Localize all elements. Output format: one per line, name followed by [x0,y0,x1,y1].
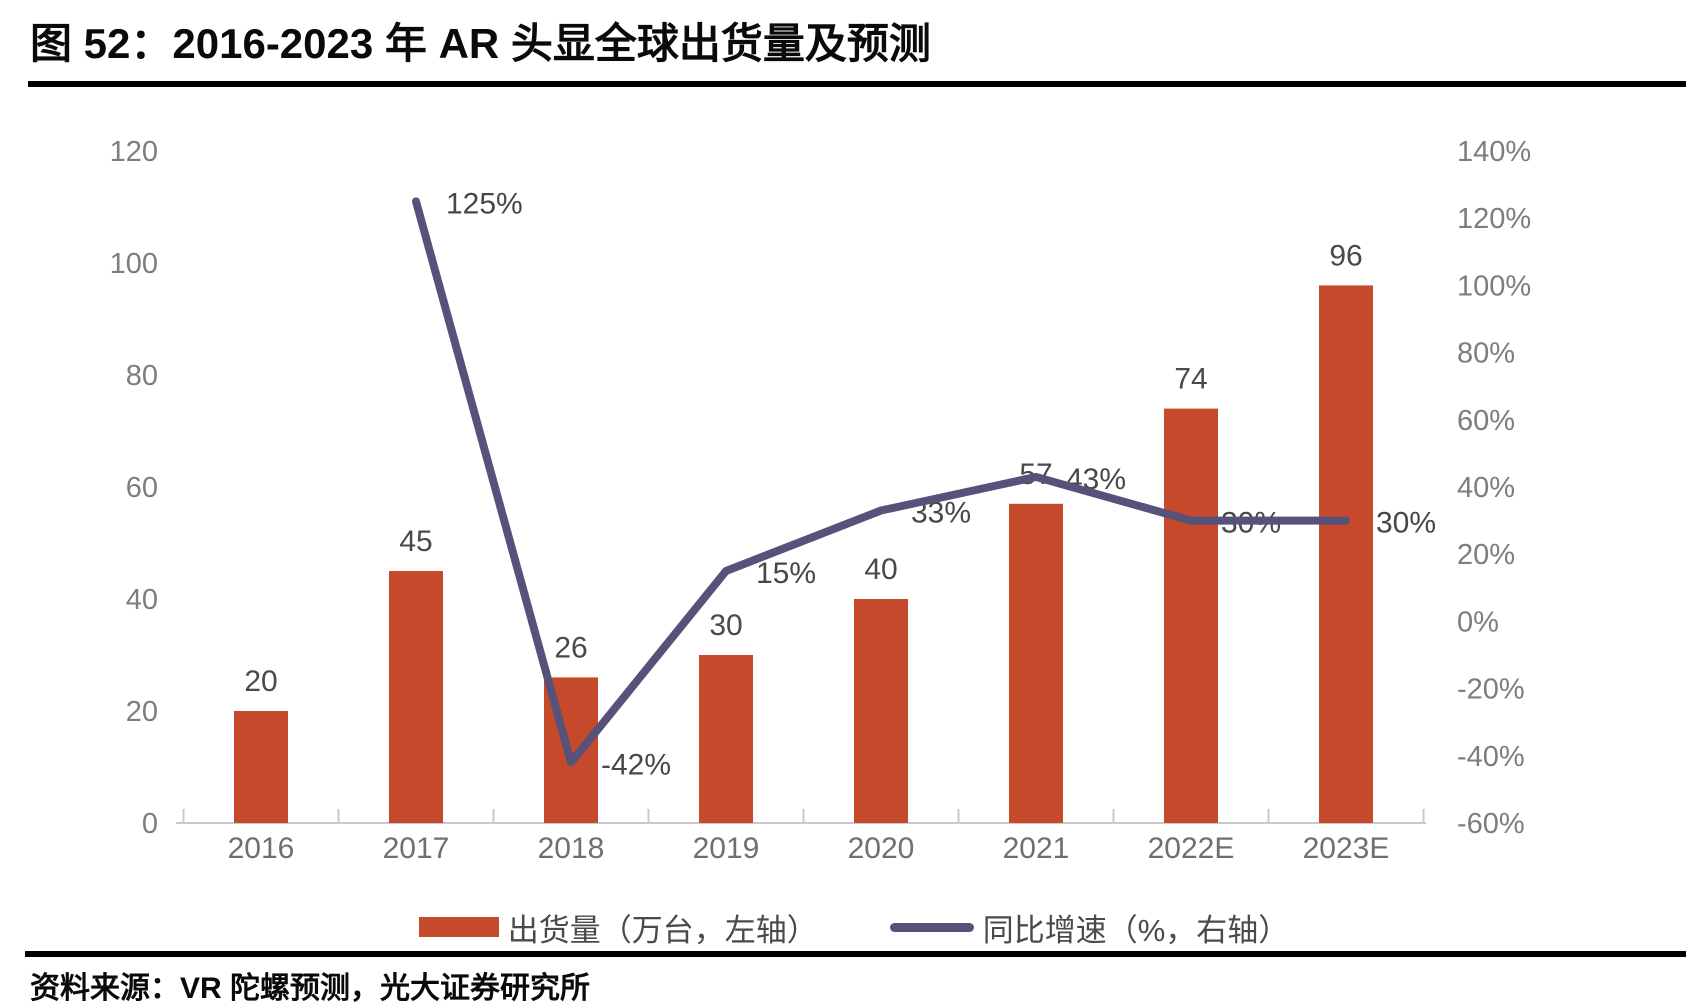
bar [1319,285,1373,823]
bar-value-label: 74 [1174,363,1207,396]
legend-label-shipments: 出货量（万台，左轴） [507,912,818,948]
bar [1009,503,1063,823]
right-axis-tick-label: 20% [1457,539,1515,571]
right-axis-tick-label: 140% [1457,136,1531,168]
legend-label-growth: 同比增速（%，右轴） [982,912,1290,948]
left-axis-tick-label: 20 [126,696,158,728]
right-axis-tick-label: 0% [1457,606,1499,638]
x-axis-label: 2018 [538,832,605,865]
x-axis-label: 2016 [228,832,295,865]
footer-rule [25,951,1686,957]
right-axis-tick-label: 100% [1457,270,1531,302]
figure-title: 图 52：2016-2023 年 AR 头显全球出货量及预测 [30,20,931,67]
bar-value-label: 40 [864,553,897,586]
left-axis-tick-label: 60 [126,472,158,504]
right-axis-tick-label: -40% [1457,741,1525,773]
right-axis-tick-label: 60% [1457,405,1515,437]
legend: 出货量（万台，左轴） 同比增速（%，右轴） [0,905,1708,950]
bar [1164,408,1218,823]
bar-value-label: 45 [399,525,432,558]
x-axis-label: 2023E [1303,832,1390,865]
right-axis-tick-label: -60% [1457,808,1525,840]
right-axis-tick-label: 40% [1457,472,1515,504]
bar-value-label: 26 [554,631,587,664]
source-text: 资料来源：VR 陀螺预测，光大证券研究所 [30,972,591,1005]
right-axis-tick-label: -20% [1457,674,1525,706]
left-axis-tick-label: 80 [126,360,158,392]
left-axis-tick-label: 100 [110,248,158,280]
bar-value-label: 96 [1329,239,1362,272]
title-rule [28,81,1686,87]
x-axis-label: 2017 [383,832,450,865]
legend-item-shipments: 出货量（万台，左轴） [418,905,818,950]
legend-bar-swatch-icon [418,917,499,937]
legend-line-swatch-icon [889,922,974,932]
left-axis-tick-label: 120 [110,136,158,168]
x-axis-label: 2020 [848,832,915,865]
bar [699,655,753,823]
growth-line [412,197,1350,767]
growth-point-label: -42% [601,749,671,782]
growth-point-label: 15% [756,557,816,590]
bar [234,711,288,823]
x-axis-label: 2019 [693,832,760,865]
left-axis-tick-label: 0 [142,808,158,840]
growth-point-label: 125% [446,187,523,220]
bar [854,599,908,823]
bar-value-label: 30 [709,609,742,642]
growth-point-label: 30% [1376,507,1436,540]
ar-shipments-combo-chart: 0 20 40 60 80 100 120 -60% -40% -20% 0% 20% 40% 60% 80… [110,136,1532,865]
legend-item-growth: 同比增速（%，右轴） [889,905,1290,950]
x-axis-label: 2021 [1003,832,1070,865]
x-axis-label: 2022E [1148,832,1235,865]
right-axis-tick-label: 120% [1457,203,1531,235]
bar [389,571,443,823]
left-axis-tick-label: 40 [126,584,158,616]
right-axis-tick-label: 80% [1457,338,1515,370]
bar-value-label: 20 [244,665,277,698]
